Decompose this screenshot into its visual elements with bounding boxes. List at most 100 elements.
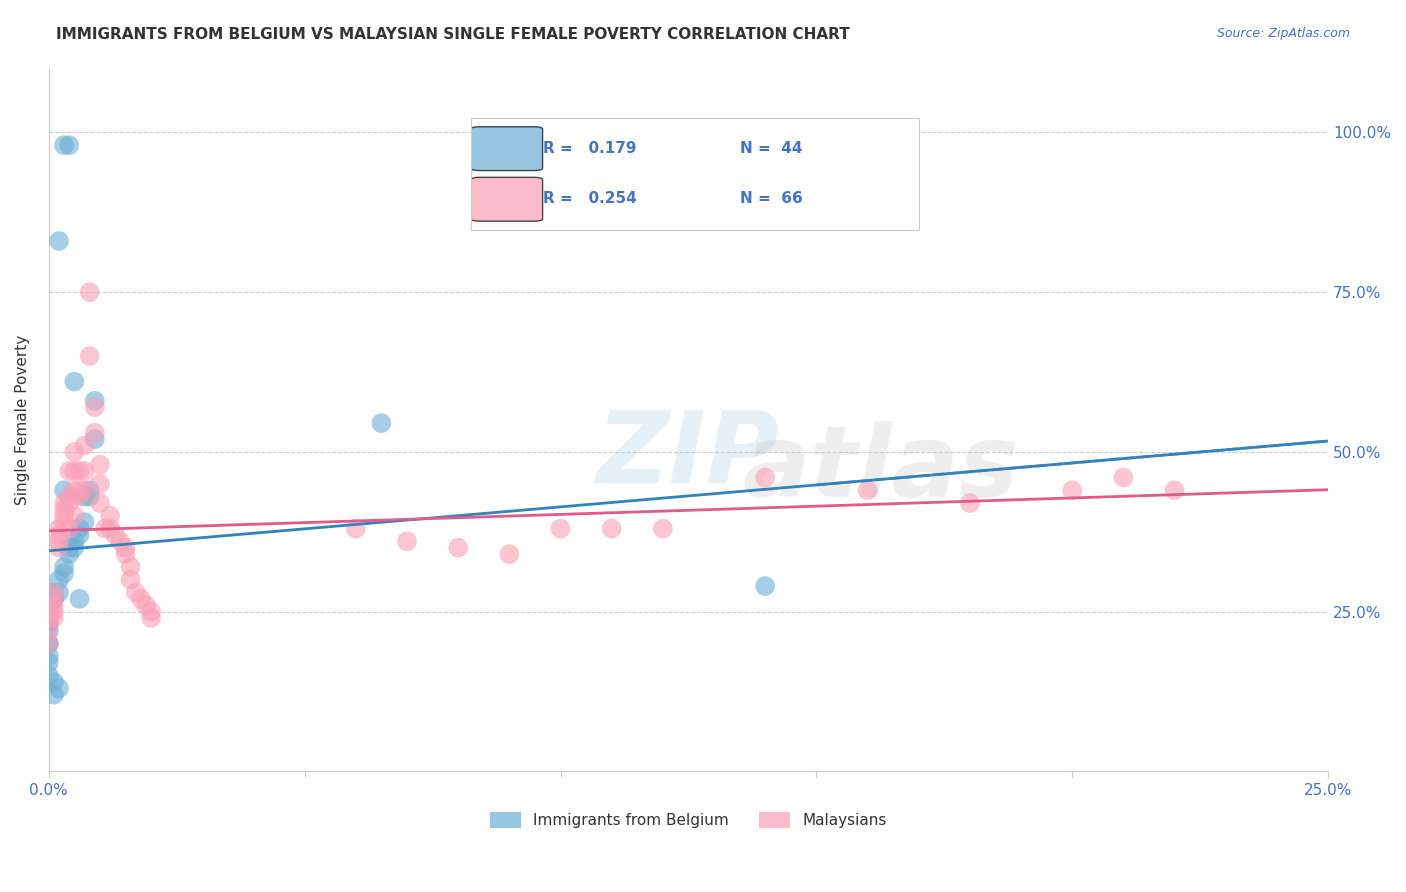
Point <box>38 624 60 638</box>
Point <box>120 573 142 587</box>
Point <box>48 534 70 549</box>
Point <box>83 432 105 446</box>
Point <box>48 541 70 555</box>
Point <box>69 483 91 498</box>
Point <box>58 464 80 478</box>
Point <box>447 541 470 555</box>
Point <box>83 400 105 414</box>
Point <box>42 599 65 613</box>
Point <box>53 496 76 510</box>
Point <box>38 656 60 670</box>
Point <box>48 528 70 542</box>
Point <box>58 490 80 504</box>
Point <box>651 522 673 536</box>
Point <box>959 496 981 510</box>
Point <box>48 522 70 536</box>
Point <box>38 614 60 628</box>
Point <box>89 496 111 510</box>
Text: atlas: atlas <box>742 421 1018 517</box>
Point <box>38 605 60 619</box>
Point <box>38 636 60 650</box>
Point <box>63 541 86 555</box>
Point <box>63 483 86 498</box>
Point <box>83 425 105 440</box>
Point <box>110 534 132 549</box>
Point <box>48 234 70 248</box>
Point <box>42 605 65 619</box>
Point <box>135 599 157 613</box>
Point <box>94 522 117 536</box>
Point <box>42 591 65 606</box>
Point <box>63 375 86 389</box>
Point <box>69 522 91 536</box>
Point <box>53 515 76 529</box>
Point <box>38 636 60 650</box>
Point <box>58 547 80 561</box>
Point <box>58 541 80 555</box>
Point <box>53 560 76 574</box>
Point <box>120 560 142 574</box>
Point <box>42 585 65 599</box>
Point <box>370 416 392 430</box>
Point <box>73 515 96 529</box>
Point <box>125 585 148 599</box>
Point <box>69 591 91 606</box>
Point <box>98 508 121 523</box>
Point <box>38 599 60 613</box>
Text: Source: ZipAtlas.com: Source: ZipAtlas.com <box>1216 27 1350 40</box>
Point <box>139 611 162 625</box>
Point <box>38 605 60 619</box>
Point <box>53 508 76 523</box>
Point <box>42 688 65 702</box>
Point <box>42 585 65 599</box>
Point <box>73 483 96 498</box>
Point <box>48 681 70 696</box>
Point <box>38 595 60 609</box>
Point <box>600 522 623 536</box>
Point <box>69 528 91 542</box>
Point <box>38 605 60 619</box>
Point <box>42 591 65 606</box>
Point <box>754 470 776 484</box>
Text: IMMIGRANTS FROM BELGIUM VS MALAYSIAN SINGLE FEMALE POVERTY CORRELATION CHART: IMMIGRANTS FROM BELGIUM VS MALAYSIAN SIN… <box>56 27 851 42</box>
Legend: Immigrants from Belgium, Malaysians: Immigrants from Belgium, Malaysians <box>484 805 893 834</box>
Point <box>856 483 879 498</box>
Point <box>63 534 86 549</box>
Point <box>42 674 65 689</box>
Point <box>1062 483 1084 498</box>
Point <box>58 138 80 153</box>
Point <box>63 445 86 459</box>
Point <box>73 438 96 452</box>
Point <box>79 349 101 363</box>
Text: ZIP: ZIP <box>598 407 780 504</box>
Point <box>38 624 60 638</box>
Point <box>550 522 572 536</box>
Point <box>53 483 76 498</box>
Point <box>73 464 96 478</box>
Point <box>89 458 111 472</box>
Point <box>344 522 367 536</box>
Point <box>38 611 60 625</box>
Point <box>53 566 76 581</box>
Point <box>79 285 101 300</box>
Point <box>53 502 76 516</box>
Point <box>754 579 776 593</box>
Point <box>38 668 60 682</box>
Point <box>38 636 60 650</box>
Point <box>42 611 65 625</box>
Point <box>89 476 111 491</box>
Point <box>48 585 70 599</box>
Point <box>48 573 70 587</box>
Point <box>38 611 60 625</box>
Point <box>63 464 86 478</box>
Point <box>38 617 60 632</box>
Point <box>58 496 80 510</box>
Point <box>129 591 152 606</box>
Point <box>79 490 101 504</box>
Point <box>69 464 91 478</box>
Point <box>63 508 86 523</box>
Point <box>73 490 96 504</box>
Point <box>104 528 127 542</box>
Point <box>1163 483 1185 498</box>
Point <box>498 547 520 561</box>
